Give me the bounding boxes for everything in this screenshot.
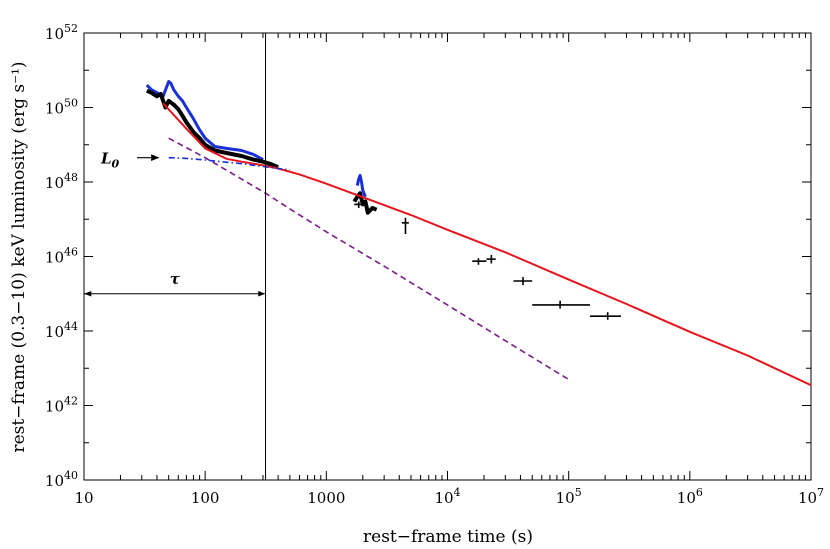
- y-tick-label: 1048: [45, 171, 78, 192]
- y-tick-label: 1052: [45, 22, 78, 43]
- minor-ticks: [84, 33, 811, 480]
- data-point: [354, 201, 363, 209]
- x-tick-label: 105: [556, 486, 582, 507]
- y-tick-label: 1046: [45, 246, 78, 267]
- x-axis-title: rest−frame time (s): [363, 527, 533, 547]
- y-tick-labels: 1040 1042 1044 1046 1048 1050 1052: [45, 22, 78, 490]
- series-layer: [145, 80, 811, 387]
- data-curve-black: [146, 88, 279, 170]
- x-tick-labels: 10 100 1000 104 105 106 107: [74, 486, 824, 507]
- tau-label: τ: [170, 270, 181, 288]
- x-tick-label: 107: [798, 486, 824, 507]
- x-tick-label: 106: [677, 486, 703, 507]
- y-axis-title: rest−frame (0.3−10) keV luminosity (erg …: [9, 61, 29, 452]
- major-ticks: [83, 32, 812, 481]
- annotation-text-layer: L0 τ: [100, 150, 181, 288]
- y-tick-label: 1044: [45, 320, 78, 341]
- x-tick-label: 10: [74, 489, 93, 507]
- model-curve-total: [162, 102, 811, 387]
- model-curve-dashed: [168, 137, 570, 381]
- x-tick-label: 100: [191, 489, 220, 507]
- plot-frame: [83, 32, 812, 481]
- data-point: [401, 217, 409, 235]
- points-layer: [354, 201, 621, 320]
- l0-label: L0: [100, 150, 120, 171]
- y-tick-label: 1040: [45, 469, 78, 490]
- data-point: [513, 277, 533, 286]
- flare-curve-blue: [355, 173, 367, 198]
- y-tick-label: 1050: [45, 97, 78, 118]
- x-tick-label: 1000: [307, 489, 345, 507]
- data-point: [486, 254, 496, 264]
- data-point: [532, 300, 591, 309]
- data-point: [590, 312, 621, 320]
- annotation-layer: [84, 33, 267, 480]
- y-tick-label: 1042: [45, 395, 78, 416]
- data-point: [472, 258, 487, 265]
- x-tick-label: 104: [434, 486, 460, 507]
